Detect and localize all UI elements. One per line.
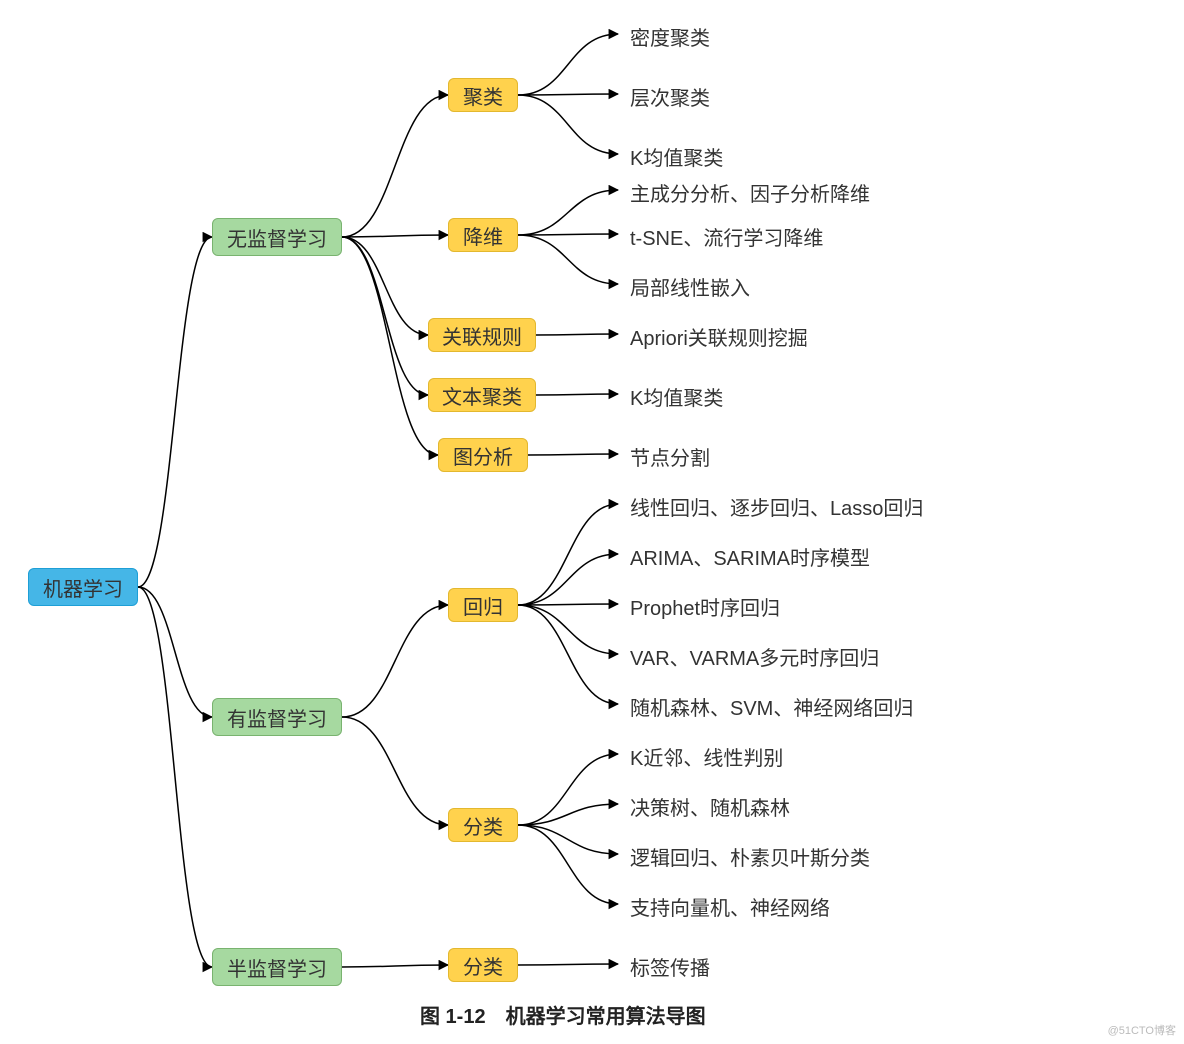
leaf-l_cls_0: K近邻、线性判别 bbox=[630, 742, 783, 771]
edge-semi-semiclass bbox=[342, 965, 448, 967]
edge-sup-classify bbox=[342, 717, 448, 825]
edge-regress-l_reg_0 bbox=[518, 504, 618, 605]
edge-unsup-textclu bbox=[342, 237, 428, 395]
edge-root-semi bbox=[138, 587, 212, 967]
edge-graph-l_graph_0 bbox=[528, 454, 618, 455]
edge-root-sup bbox=[138, 587, 212, 717]
leaf-l_reg_1: ARIMA、SARIMA时序模型 bbox=[630, 542, 870, 571]
leaf-l_cluster_1: 层次聚类 bbox=[630, 82, 710, 111]
connector-layer bbox=[0, 0, 1184, 1044]
node-unsup: 无监督学习 bbox=[212, 218, 342, 256]
node-root: 机器学习 bbox=[28, 568, 138, 606]
edge-dimred-l_dim_0 bbox=[518, 190, 618, 235]
edge-unsup-cluster bbox=[342, 95, 448, 237]
edge-dimred-l_dim_2 bbox=[518, 235, 618, 284]
node-assoc: 关联规则 bbox=[428, 318, 536, 352]
edge-semiclass-l_semi_0 bbox=[518, 964, 618, 965]
leaf-l_graph_0: 节点分割 bbox=[630, 442, 710, 471]
leaf-l_cls_1: 决策树、随机森林 bbox=[630, 792, 790, 821]
edge-regress-l_reg_2 bbox=[518, 604, 618, 605]
leaf-l_assoc_0: Apriori关联规则挖掘 bbox=[630, 322, 808, 351]
edge-classify-l_cls_3 bbox=[518, 825, 618, 904]
node-semiclass: 分类 bbox=[448, 948, 518, 982]
edge-unsup-graph bbox=[342, 237, 438, 455]
node-graph: 图分析 bbox=[438, 438, 528, 472]
leaf-l_text_0: K均值聚类 bbox=[630, 382, 723, 411]
node-sup: 有监督学习 bbox=[212, 698, 342, 736]
leaf-l_reg_4: 随机森林、SVM、神经网络回归 bbox=[630, 692, 913, 721]
node-classify: 分类 bbox=[448, 808, 518, 842]
node-regress: 回归 bbox=[448, 588, 518, 622]
leaf-l_reg_2: Prophet时序回归 bbox=[630, 592, 780, 621]
edge-unsup-dimred bbox=[342, 235, 448, 237]
edge-dimred-l_dim_1 bbox=[518, 234, 618, 235]
figure-caption: 图 1-12 机器学习常用算法导图 bbox=[420, 1000, 706, 1029]
edge-classify-l_cls_0 bbox=[518, 754, 618, 825]
leaf-l_cluster_2: K均值聚类 bbox=[630, 142, 723, 171]
edge-unsup-assoc bbox=[342, 237, 428, 335]
node-cluster: 聚类 bbox=[448, 78, 518, 112]
edge-assoc-l_assoc_0 bbox=[536, 334, 618, 335]
edge-regress-l_reg_1 bbox=[518, 554, 618, 605]
edge-classify-l_cls_1 bbox=[518, 804, 618, 825]
leaf-l_cls_2: 逻辑回归、朴素贝叶斯分类 bbox=[630, 842, 870, 871]
node-dimred: 降维 bbox=[448, 218, 518, 252]
leaf-l_dim_0: 主成分分析、因子分析降维 bbox=[630, 178, 870, 207]
edge-regress-l_reg_4 bbox=[518, 605, 618, 704]
edge-cluster-l_cluster_0 bbox=[518, 34, 618, 95]
leaf-l_semi_0: 标签传播 bbox=[630, 952, 710, 981]
leaf-l_cls_3: 支持向量机、神经网络 bbox=[630, 892, 830, 921]
edge-sup-regress bbox=[342, 605, 448, 717]
node-textclu: 文本聚类 bbox=[428, 378, 536, 412]
node-semi: 半监督学习 bbox=[212, 948, 342, 986]
watermark: @51CTO博客 bbox=[1108, 1022, 1176, 1038]
edge-cluster-l_cluster_2 bbox=[518, 95, 618, 154]
edge-regress-l_reg_3 bbox=[518, 605, 618, 654]
leaf-l_reg_3: VAR、VARMA多元时序回归 bbox=[630, 642, 879, 671]
edge-classify-l_cls_2 bbox=[518, 825, 618, 854]
leaf-l_dim_1: t-SNE、流行学习降维 bbox=[630, 222, 823, 251]
leaf-l_dim_2: 局部线性嵌入 bbox=[630, 272, 750, 301]
edge-textclu-l_text_0 bbox=[536, 394, 618, 395]
leaf-l_cluster_0: 密度聚类 bbox=[630, 22, 710, 51]
edge-cluster-l_cluster_1 bbox=[518, 94, 618, 95]
edge-root-unsup bbox=[138, 237, 212, 587]
leaf-l_reg_0: 线性回归、逐步回归、Lasso回归 bbox=[630, 492, 923, 521]
